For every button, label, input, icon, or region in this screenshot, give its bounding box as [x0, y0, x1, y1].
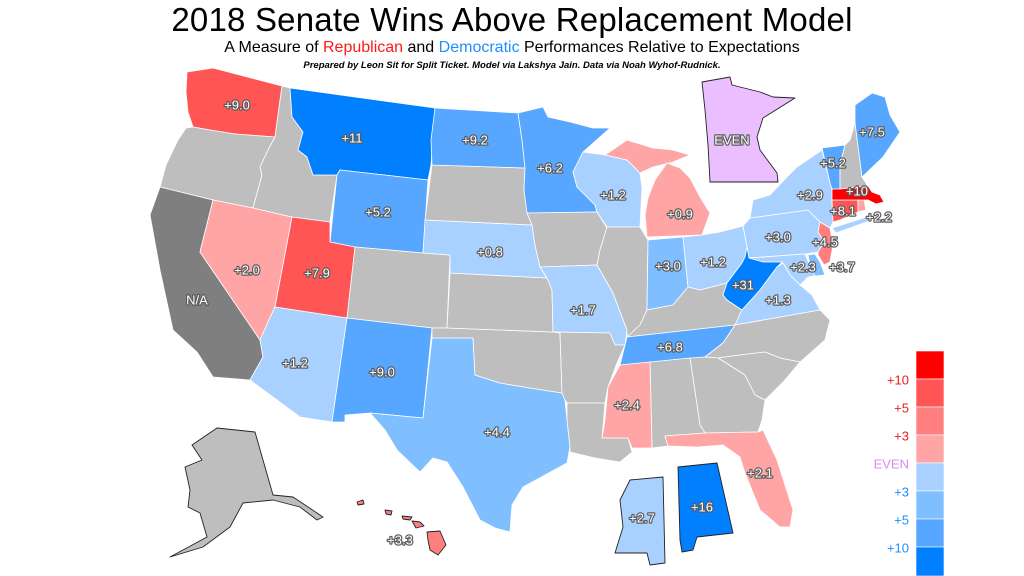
- legend-swatch-dem-10: [915, 546, 945, 576]
- label-ma: +10: [846, 184, 868, 199]
- state-ak: [169, 427, 324, 558]
- label-md: +2.3: [790, 260, 816, 275]
- label-tx: +4.4: [484, 425, 510, 440]
- special-election-insets: [614, 76, 796, 566]
- legend-label-rep-10: +10: [887, 373, 909, 388]
- inset-ms-special: [614, 476, 666, 566]
- state-nm: [331, 317, 433, 423]
- label-wy: +5.2: [365, 205, 391, 220]
- label-wv: +31: [732, 278, 754, 293]
- label-mt: +11: [341, 131, 362, 146]
- label-me: +7.5: [859, 125, 885, 140]
- legend-swatch-dem-3: [915, 490, 945, 520]
- label-ms-special: +2.7: [629, 511, 655, 526]
- state-labels: +9.0 +11 +9.2 +6.2 EVEN +7.5 +5.2 +2.9 +…: [185, 96, 893, 548]
- page-title: 2018 Senate Wins Above Replacement Model: [171, 1, 853, 38]
- legend-swatch-rep-0: [915, 434, 945, 464]
- subtitle-middle: and: [403, 39, 439, 56]
- label-vt: +5.2: [820, 156, 846, 171]
- state-mi-upper: [604, 139, 691, 174]
- state-ri: [857, 199, 867, 213]
- state-mi: [644, 162, 711, 238]
- legend-swatch-dem-5: [915, 518, 945, 548]
- label-pa: +3.0: [765, 230, 791, 245]
- hi-oahu: [384, 509, 393, 516]
- state-de: [807, 253, 826, 277]
- label-nv: +2.0: [234, 263, 260, 278]
- subtitle-republican: Republican: [323, 39, 404, 56]
- state-nj: [817, 221, 834, 266]
- subtitle-democratic: Democratic: [438, 39, 520, 56]
- legend-label-dem-10: +10: [887, 541, 909, 556]
- label-mo: +1.7: [570, 303, 596, 318]
- label-nm: +9.0: [369, 365, 395, 380]
- state-ny-long-island: [831, 215, 873, 234]
- label-in: +3.0: [655, 259, 681, 274]
- label-fl: +2.1: [747, 466, 773, 481]
- label-mn: +6.2: [537, 161, 563, 176]
- legend-swatch-rep-3: [915, 406, 945, 436]
- legend-swatch-dem-0: [915, 462, 945, 492]
- state-ms: [601, 361, 653, 449]
- state-ar: [552, 331, 626, 404]
- state-ks: [446, 272, 554, 333]
- label-ms: +2.4: [614, 398, 640, 413]
- label-ct: +8.1: [830, 204, 856, 219]
- legend-swatch-rep-10: [915, 350, 945, 380]
- inset-mn-special: [701, 76, 796, 183]
- label-de: +3.7: [829, 260, 855, 275]
- state-nh: [839, 122, 869, 190]
- state-ma: [831, 185, 885, 205]
- subtitle: A Measure of Republican and Democratic P…: [0, 38, 1024, 57]
- label-ut: +7.9: [304, 266, 330, 281]
- hi-maui: [411, 520, 425, 529]
- state-fl: [664, 429, 794, 528]
- legend-swatch-rep-5: [915, 378, 945, 408]
- state-ia: [526, 211, 608, 268]
- states-layer: [149, 67, 901, 558]
- label-ny: +2.9: [797, 188, 823, 203]
- label-mn-special: EVEN: [714, 133, 749, 148]
- legend-label-rep-5: +5: [894, 401, 909, 416]
- state-la: [566, 402, 633, 463]
- label-nd: +9.2: [462, 133, 488, 148]
- label-hi: +3.3: [387, 533, 413, 548]
- legend-label-dem-3: +3: [894, 485, 909, 500]
- inset-al-special: [677, 462, 734, 553]
- hi-molokai: [401, 515, 413, 521]
- state-co: [346, 246, 451, 329]
- label-az: +1.2: [282, 356, 308, 371]
- legend-label-even: EVEN: [874, 457, 909, 472]
- legend-label-rep-3: +3: [894, 429, 909, 444]
- legend: +10 +5 +3 EVEN +3 +5 +10: [874, 350, 945, 576]
- label-wa: +9.0: [224, 98, 250, 113]
- state-me: [854, 92, 901, 178]
- state-va: [734, 262, 821, 326]
- state-sd: [424, 164, 533, 226]
- hi-big-island: [426, 530, 447, 556]
- label-oh: +1.2: [700, 255, 726, 270]
- state-wi: [572, 151, 643, 228]
- legend-label-dem-5: +5: [894, 513, 909, 528]
- label-ri: +2.2: [866, 210, 892, 225]
- label-nj: +4.5: [812, 235, 838, 250]
- label-wi: +1.2: [600, 188, 626, 203]
- label-al-special: +16: [691, 500, 713, 515]
- subtitle-suffix: Performances Relative to Expectations: [519, 39, 800, 56]
- label-mi: +0.9: [667, 207, 693, 222]
- label-va: +1.3: [765, 293, 791, 308]
- label-ne: +0.8: [477, 245, 503, 260]
- hi-kauai: [356, 499, 365, 506]
- credits-line: Prepared by Leon Sit for Split Ticket. M…: [303, 60, 721, 71]
- label-ca: N/A: [186, 293, 208, 308]
- label-tn: +6.8: [657, 340, 683, 355]
- state-hi: [356, 499, 447, 556]
- subtitle-prefix: A Measure of: [224, 39, 323, 56]
